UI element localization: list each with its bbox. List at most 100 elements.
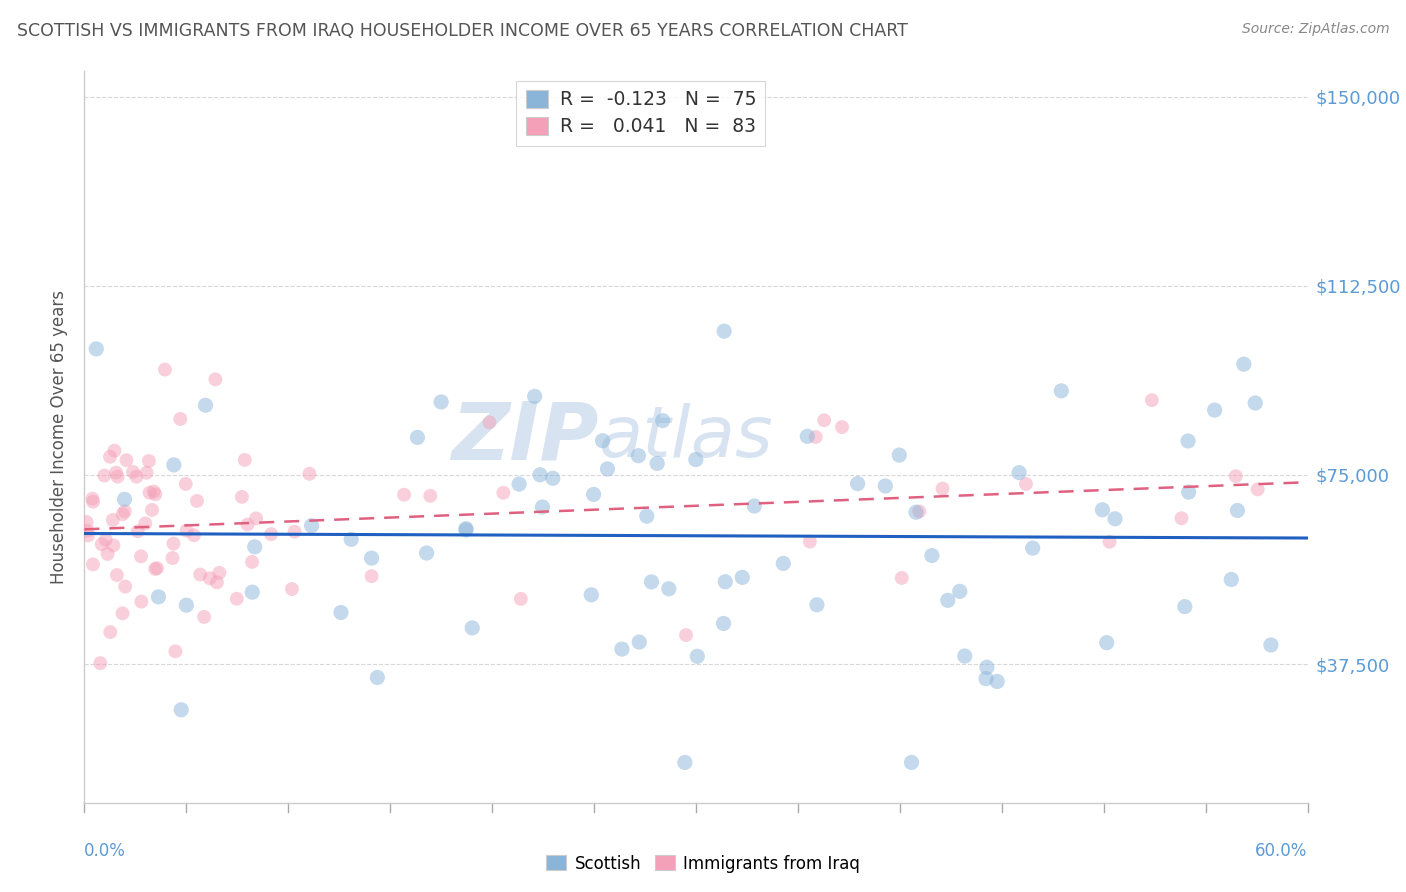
Point xyxy=(193,610,215,624)
Point xyxy=(142,484,165,499)
Point xyxy=(82,491,104,506)
Point xyxy=(240,585,263,599)
Point xyxy=(134,516,156,531)
Point xyxy=(162,536,184,550)
Point xyxy=(1008,466,1031,480)
Text: 60.0%: 60.0% xyxy=(1256,842,1308,860)
Point xyxy=(111,507,134,521)
Point xyxy=(105,568,128,582)
Point xyxy=(651,414,673,428)
Point xyxy=(529,467,551,482)
Point xyxy=(165,644,187,658)
Point xyxy=(176,524,198,538)
Point xyxy=(76,515,98,529)
Point xyxy=(610,642,633,657)
Point xyxy=(143,562,166,576)
Point xyxy=(392,488,415,502)
Point xyxy=(419,489,441,503)
Point xyxy=(101,513,124,527)
Point xyxy=(1091,502,1114,516)
Point xyxy=(146,561,169,575)
Point xyxy=(231,490,253,504)
Point xyxy=(921,549,943,563)
Point xyxy=(98,625,121,640)
Point xyxy=(260,527,283,541)
Point xyxy=(176,598,198,612)
Point xyxy=(1015,477,1038,491)
Point xyxy=(541,471,564,485)
Point xyxy=(240,555,263,569)
Point xyxy=(115,453,138,467)
Point xyxy=(138,454,160,468)
Point xyxy=(162,551,184,566)
Point xyxy=(931,482,953,496)
Point xyxy=(1170,511,1192,525)
Point xyxy=(89,656,111,670)
Point xyxy=(461,621,484,635)
Point xyxy=(103,538,125,552)
Point xyxy=(772,557,794,571)
Point xyxy=(174,477,197,491)
Point xyxy=(1244,396,1267,410)
Point xyxy=(186,494,208,508)
Point xyxy=(1140,393,1163,408)
Point xyxy=(1220,573,1243,587)
Point xyxy=(492,485,515,500)
Point xyxy=(900,756,922,770)
Point xyxy=(523,389,546,403)
Point xyxy=(1174,599,1197,614)
Text: Source: ZipAtlas.com: Source: ZipAtlas.com xyxy=(1241,22,1389,37)
Point xyxy=(298,467,321,481)
Point xyxy=(1095,635,1118,649)
Point xyxy=(813,413,835,427)
Point xyxy=(889,448,911,462)
Point xyxy=(936,593,959,607)
Point xyxy=(628,635,651,649)
Point xyxy=(714,574,737,589)
Point xyxy=(508,477,530,491)
Point xyxy=(360,551,382,566)
Point xyxy=(82,494,104,508)
Point xyxy=(93,468,115,483)
Point xyxy=(875,479,897,493)
Point xyxy=(103,443,125,458)
Point xyxy=(163,458,186,472)
Point xyxy=(138,485,160,500)
Point xyxy=(645,457,668,471)
Point xyxy=(1177,434,1199,448)
Point xyxy=(97,547,120,561)
Point xyxy=(713,616,735,631)
Point xyxy=(430,395,453,409)
Point xyxy=(153,362,176,376)
Point xyxy=(806,598,828,612)
Point xyxy=(129,549,152,564)
Point xyxy=(640,574,662,589)
Point xyxy=(366,670,388,684)
Point xyxy=(131,594,153,608)
Point xyxy=(360,569,382,583)
Point xyxy=(592,434,614,448)
Point xyxy=(686,649,709,664)
Point xyxy=(531,500,554,514)
Point xyxy=(636,509,658,524)
Point xyxy=(340,533,363,547)
Point xyxy=(713,324,735,338)
Text: atlas: atlas xyxy=(598,402,773,472)
Point xyxy=(731,570,754,584)
Point xyxy=(98,450,121,464)
Point xyxy=(236,517,259,532)
Point xyxy=(76,524,98,538)
Point xyxy=(82,558,104,572)
Point xyxy=(1225,469,1247,483)
Point xyxy=(84,342,107,356)
Point xyxy=(111,607,134,621)
Point xyxy=(658,582,681,596)
Point xyxy=(194,398,217,412)
Point xyxy=(908,504,931,518)
Point xyxy=(183,528,205,542)
Point xyxy=(415,546,437,560)
Point xyxy=(77,528,100,542)
Legend: R =  -0.123   N =  75, R =   0.041   N =  83: R = -0.123 N = 75, R = 0.041 N = 83 xyxy=(516,81,765,145)
Point xyxy=(675,628,697,642)
Point xyxy=(976,660,998,674)
